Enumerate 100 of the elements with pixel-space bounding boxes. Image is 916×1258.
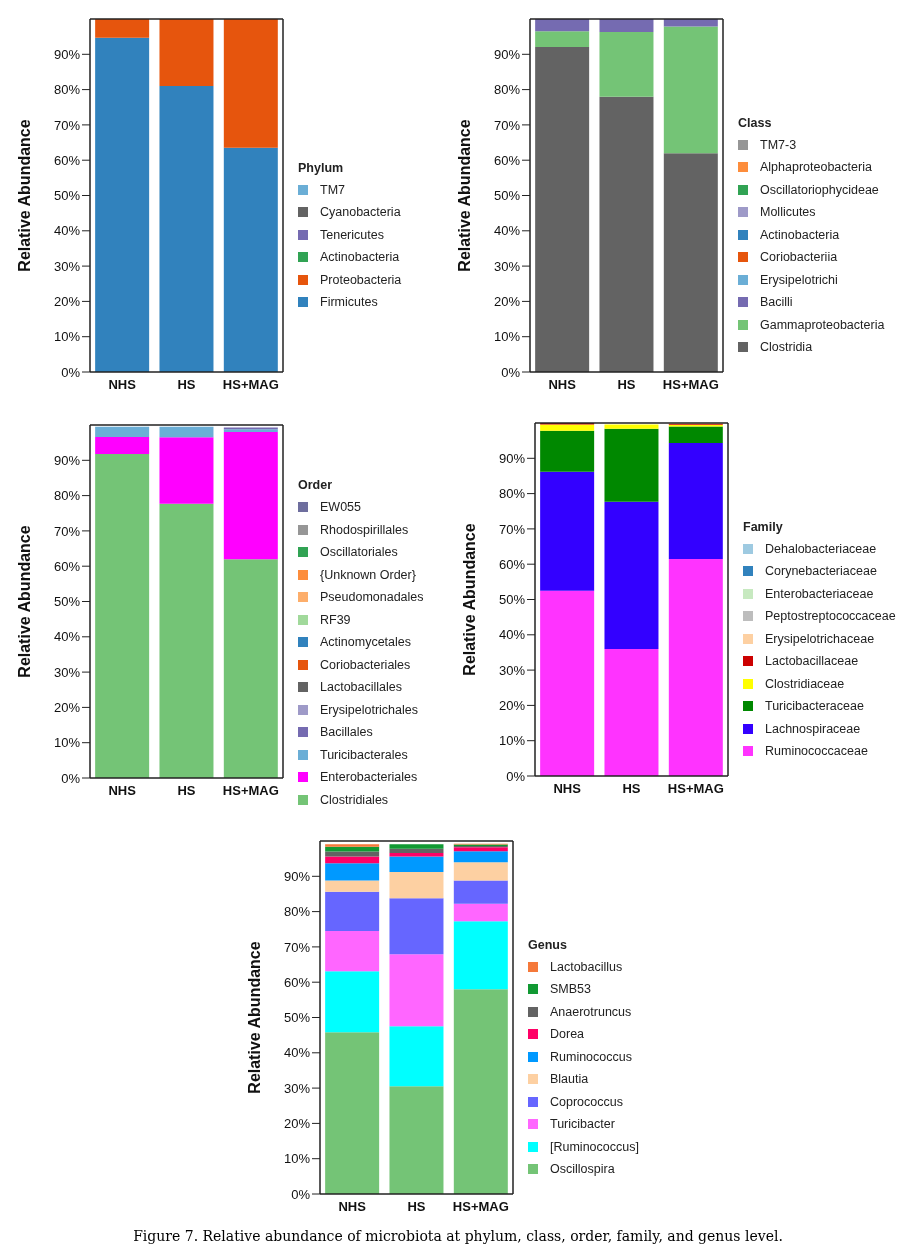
y-tick-label: 60% — [498, 556, 526, 572]
legend-title: Class — [738, 115, 773, 130]
y-tick-label: 70% — [53, 523, 81, 539]
legend-label: Tenericutes — [320, 227, 384, 242]
caption: Figure 7. Relative abundance of microbiota at phylum, class, order, family, and genus level. — [132, 1228, 784, 1244]
legend-label: Ruminococcus — [550, 1049, 632, 1064]
y-tick-label: 90% — [498, 450, 526, 466]
y-tick-label: 0% — [501, 364, 521, 380]
y-tick-label: 10% — [493, 329, 521, 345]
legend-label: Coriobacteriales — [320, 657, 411, 672]
legend-label: {Unknown Order} — [320, 567, 416, 582]
legend-label: Clostridia — [760, 340, 813, 355]
legend-label: TM7 — [320, 182, 345, 197]
x-tick-label: HS+MAG — [222, 783, 279, 799]
x-tick-label: HS — [407, 1199, 426, 1215]
legend-title: Family — [743, 519, 784, 534]
legend-label: Dehalobacteriaceae — [765, 541, 877, 556]
legend-label: Ruminococcaceae — [765, 744, 868, 759]
legend-label: Erysipelotrichaceae — [765, 631, 875, 646]
y-tick-label: 20% — [493, 294, 521, 310]
legend-label: Pseudomonadales — [320, 590, 424, 605]
legend-label: EW055 — [320, 500, 361, 515]
y-tick-label: 60% — [53, 558, 81, 574]
x-tick-label: NHS — [108, 783, 137, 799]
y-tick-label: 50% — [53, 188, 81, 204]
legend-label: SMB53 — [550, 982, 591, 997]
y-tick-label: 0% — [61, 770, 81, 786]
legend-label: Gammaproteobacteria — [760, 317, 885, 332]
y-tick-label: 0% — [291, 1186, 311, 1202]
legend-label: Erysipelotrichales — [320, 702, 418, 717]
legend-label: Turicibacter — [550, 1117, 615, 1132]
y-tick-label: 30% — [53, 258, 81, 274]
legend-label: Turicibacteraceae — [765, 699, 864, 714]
y-tick-label: 40% — [53, 223, 81, 239]
y-tick-label: 20% — [53, 700, 81, 716]
y-tick-label: 10% — [283, 1151, 311, 1167]
legend-title: Order — [298, 478, 334, 492]
legend-label: [Ruminococcus] — [550, 1139, 639, 1154]
y-axis-title: Relative Abundance — [455, 119, 473, 272]
y-tick-label: 80% — [498, 486, 526, 502]
y-tick-label: 50% — [493, 188, 521, 204]
x-tick-label: HS — [177, 783, 196, 799]
legend-label: Dorea — [550, 1027, 585, 1042]
y-tick-label: 90% — [53, 46, 81, 62]
y-tick-label: 30% — [493, 258, 521, 274]
legend-label: Corynebacteriaceae — [765, 564, 877, 579]
y-tick-label: 90% — [283, 868, 311, 884]
y-tick-label: 60% — [283, 974, 311, 990]
legend-label: RF39 — [320, 612, 351, 627]
legend-label: Turicibacterales — [320, 747, 408, 762]
x-tick-label: NHS — [108, 377, 137, 393]
y-tick-label: 60% — [493, 152, 521, 168]
legend-title: Genus — [528, 937, 568, 952]
y-tick-label: 80% — [53, 82, 81, 98]
y-tick-label: 30% — [53, 664, 81, 680]
legend-label: Lachnospiraceae — [765, 721, 861, 736]
legend-label: Lactobacillales — [320, 680, 402, 695]
y-tick-label: 50% — [283, 1010, 311, 1026]
y-tick-label: 80% — [283, 904, 311, 920]
legend-label: Proteobacteria — [320, 272, 402, 287]
y-tick-label: 40% — [493, 223, 521, 239]
legend-label: Clostridiales — [320, 792, 389, 807]
y-tick-label: 50% — [53, 594, 81, 610]
y-tick-label: 30% — [283, 1080, 311, 1096]
legend-label: Enterobacteriaceae — [765, 586, 874, 601]
legend-label: Actinobacteria — [760, 227, 840, 242]
y-tick-label: 40% — [53, 629, 81, 645]
legend-label: Coriobacteriia — [760, 250, 838, 265]
x-tick-label: NHS — [553, 781, 582, 797]
legend-label: Alphaproteobacteria — [760, 160, 872, 175]
x-tick-label: HS — [177, 377, 196, 393]
legend-label: Enterobacteriales — [320, 770, 418, 785]
legend-label: Coprococcus — [550, 1094, 623, 1109]
legend-label: Rhodospirillales — [320, 522, 409, 537]
y-tick-label: 90% — [53, 452, 81, 468]
y-tick-label: 80% — [53, 488, 81, 504]
y-tick-label: 40% — [498, 627, 526, 643]
legend-label: Bacillales — [320, 725, 373, 740]
y-tick-label: 80% — [493, 82, 521, 98]
x-tick-label: HS+MAG — [667, 781, 724, 797]
legend-label: TM7-3 — [760, 137, 797, 152]
legend-label: Oscillatoriophycideae — [760, 182, 879, 197]
legend-label: Anaerotruncus — [550, 1004, 632, 1019]
legend-label: Actinobacteria — [320, 250, 400, 265]
y-tick-label: 70% — [498, 521, 526, 537]
legend-title: Phylum — [298, 160, 345, 175]
y-tick-label: 10% — [53, 735, 81, 751]
legend-label: Blautia — [550, 1072, 589, 1087]
legend-label: Actinomycetales — [320, 635, 412, 650]
legend-label: Bacilli — [760, 295, 793, 310]
legend-label: Oscillatoriales — [320, 545, 398, 560]
x-tick-label: NHS — [548, 377, 577, 393]
x-tick-label: HS+MAG — [452, 1199, 509, 1215]
y-tick-label: 70% — [493, 117, 521, 133]
y-tick-label: 50% — [498, 592, 526, 608]
y-axis-title: Relative Abundance — [245, 941, 263, 1094]
legend-label: Clostridiaceae — [765, 676, 845, 691]
y-axis-title: Relative Abundance — [15, 119, 33, 272]
x-tick-label: HS — [617, 377, 636, 393]
legend-label: Lactobacillus — [550, 959, 623, 974]
